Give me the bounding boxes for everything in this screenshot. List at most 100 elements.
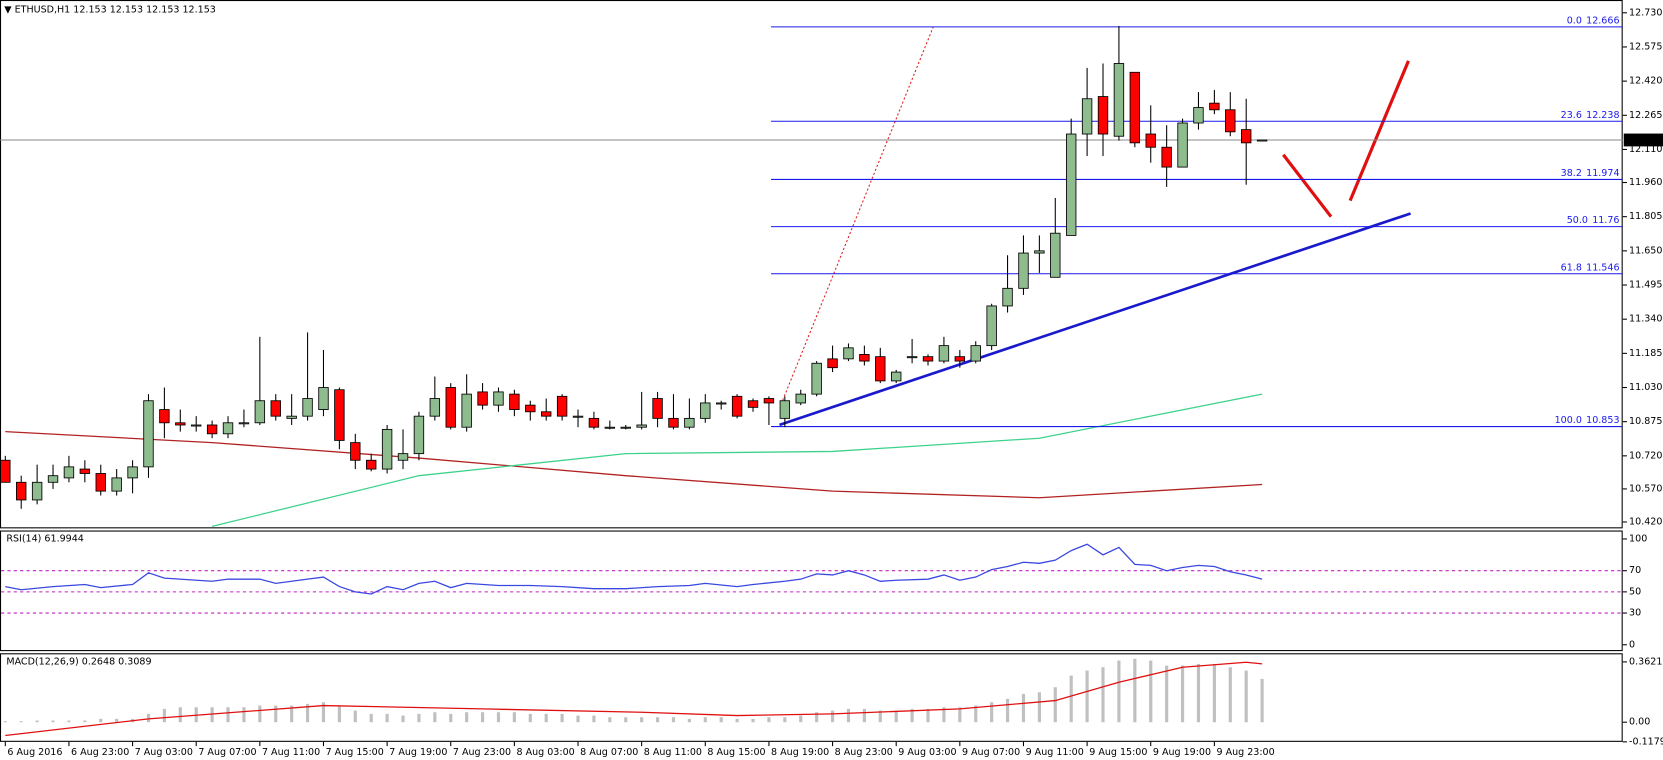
candle-body: [1002, 287, 1013, 307]
candle-body: [827, 358, 838, 369]
macd-title: MACD(12,26,9) 0.2648 0.3089: [6, 656, 151, 667]
x-tick-label: 9 Aug 11:00: [1026, 747, 1084, 758]
x-tick-label: 8 Aug 19:00: [771, 747, 829, 758]
x-tick-label: 8 Aug 23:00: [835, 747, 893, 758]
candle-body: [222, 422, 234, 435]
rsi-panel: [0, 530, 1623, 652]
candle-body: [604, 426, 616, 429]
candle-body: [1113, 63, 1125, 137]
fib-ratio: 61.8: [1561, 262, 1582, 273]
candle-body: [270, 400, 281, 417]
y-tick-label: 0.3621: [1629, 656, 1662, 667]
candle-body: [668, 417, 679, 428]
candle-body: [127, 466, 138, 479]
candle-body: [206, 424, 218, 435]
candle-body: [620, 426, 631, 429]
candle-body: [890, 371, 902, 382]
candle-body: [1034, 250, 1045, 254]
fib-price: 11.76: [1592, 215, 1619, 226]
y-tick-label: 50: [1629, 586, 1641, 597]
y-tick-label: 12.420: [1629, 76, 1662, 87]
x-tick-label: 9 Aug 23:00: [1216, 747, 1274, 758]
fib-ratio: 23.6: [1561, 109, 1582, 120]
y-tick-label: 11.650: [1629, 245, 1662, 256]
fib-guide: [782, 26, 934, 401]
candle-body: [238, 422, 250, 425]
macd-panel: [0, 653, 1623, 742]
candle-body: [1177, 122, 1188, 168]
y-tick-label: 12.265: [1629, 110, 1662, 121]
candle-body: [986, 305, 997, 347]
y-tick-label: 11.805: [1629, 211, 1662, 222]
x-tick-label: 7 Aug 11:00: [262, 747, 320, 758]
candle-body: [143, 400, 154, 468]
candle-body: [0, 459, 11, 483]
trend-line: [779, 212, 1411, 427]
fib-ratio: 50.0: [1567, 215, 1588, 226]
x-tick-label: 8 Aug 03:00: [517, 747, 575, 758]
fib-ratio: 100.0: [1555, 415, 1582, 426]
candle-body: [509, 393, 520, 410]
y-tick-label: 0: [1629, 639, 1635, 650]
candle-body: [397, 453, 409, 461]
candle-body: [1240, 129, 1252, 144]
candle-body: [875, 356, 886, 382]
y-tick-label: 11.495: [1629, 279, 1662, 290]
candle-body: [541, 411, 552, 417]
drawn-arrow-down: [1282, 153, 1333, 218]
y-tick-label: 11.960: [1629, 177, 1662, 188]
candle-body: [1256, 139, 1268, 142]
candle-body: [79, 468, 91, 474]
candle-body: [731, 395, 743, 417]
x-tick-label: 7 Aug 23:00: [453, 747, 511, 758]
rsi-title: RSI(14) 61.9944: [6, 534, 84, 545]
symbol: ETHUSD,H1: [15, 4, 71, 15]
candle-body: [572, 415, 584, 418]
y-tick-label: 12.575: [1629, 41, 1662, 52]
candle-body: [684, 417, 695, 428]
candle-body: [302, 398, 313, 417]
candle-body: [445, 387, 456, 428]
fib-label: 100.0 10.853: [1555, 415, 1620, 426]
candle-body: [95, 473, 106, 492]
x-tick-label: 9 Aug 03:00: [898, 747, 956, 758]
candle-body: [1018, 252, 1029, 289]
moving-average: [5, 430, 1263, 499]
fib-ratio: 0.0: [1567, 15, 1582, 26]
candle-body: [366, 459, 377, 470]
fib-label: 23.6 12.238: [1561, 109, 1620, 120]
candle-body: [334, 389, 345, 441]
y-tick-label: 0.00: [1629, 717, 1650, 728]
candle-body: [318, 387, 329, 410]
candle-body: [175, 422, 186, 426]
candle-body: [31, 481, 43, 501]
y-tick-label: 12.110: [1629, 144, 1662, 155]
x-tick-label: 7 Aug 07:00: [198, 747, 256, 758]
y-tick-label: -0.1179: [1629, 736, 1663, 747]
candle-body: [1097, 96, 1109, 135]
candle-body: [254, 400, 266, 424]
candle-body: [843, 347, 854, 360]
fib-price: 11.546: [1586, 262, 1619, 273]
y-tick-label: 30: [1629, 608, 1641, 619]
fib-price: 10.853: [1586, 415, 1619, 426]
candle-body: [747, 400, 759, 408]
candle-body: [493, 391, 504, 406]
close: 12.153: [182, 4, 215, 15]
y-tick-label: 70: [1629, 565, 1641, 576]
low: 12.153: [146, 4, 179, 15]
x-tick-label: 6 Aug 23:00: [71, 747, 129, 758]
fib-price: 12.666: [1586, 15, 1619, 26]
candle-body: [811, 362, 822, 395]
x-tick-label: 7 Aug 19:00: [389, 747, 447, 758]
candle-body: [1129, 71, 1141, 144]
candle-body: [1065, 133, 1077, 236]
y-tick-label: 12.730: [1629, 7, 1662, 18]
y-tick-label: 10.720: [1629, 450, 1662, 461]
candle-body: [1225, 109, 1236, 133]
y-tick-label: 10.570: [1629, 483, 1662, 494]
x-tick-label: 6 Aug 2016: [7, 747, 62, 758]
x-tick-label: 8 Aug 11:00: [644, 747, 702, 758]
fib-ratio: 38.2: [1561, 168, 1582, 179]
candle-body: [906, 356, 918, 359]
